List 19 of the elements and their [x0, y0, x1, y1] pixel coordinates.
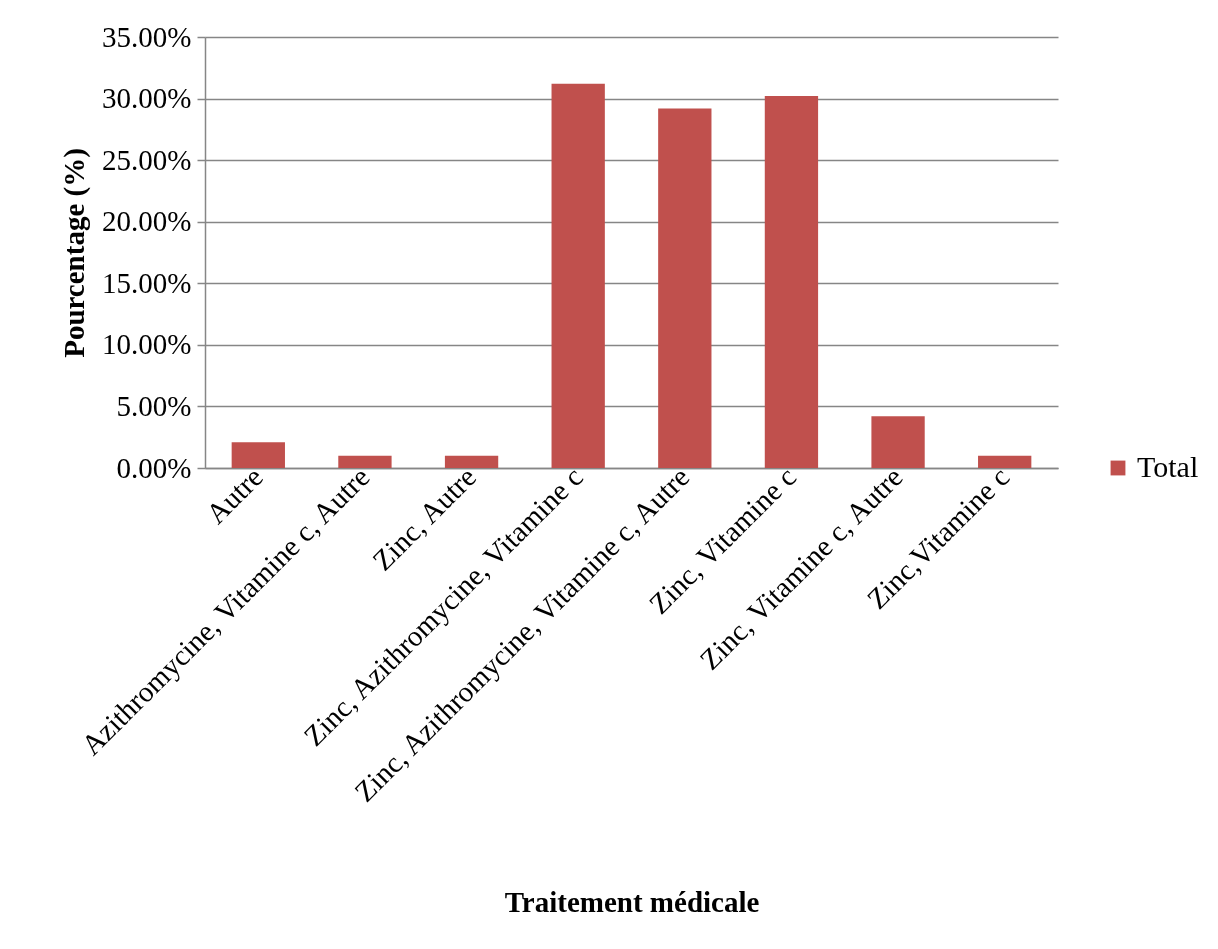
bar [551, 83, 605, 468]
y-tick-label: 15.00% [102, 266, 192, 299]
y-tick-label: 10.00% [102, 328, 192, 361]
bar [338, 455, 392, 468]
y-tick-label: 30.00% [102, 82, 192, 115]
bar [444, 455, 499, 468]
y-tick-label: 35.00% [102, 20, 192, 53]
bar [231, 442, 285, 468]
bar [764, 96, 819, 468]
legend-label: Total [1137, 450, 1199, 483]
bar [871, 416, 925, 468]
x-axis-title: Traitement médicale [504, 885, 760, 918]
y-tick-label: 5.00% [116, 389, 192, 422]
bar [978, 455, 1032, 468]
bar [658, 108, 712, 468]
y-axis-title: Pourcentage (%) [58, 148, 92, 358]
y-tick-label: 20.00% [102, 205, 192, 238]
y-tick-label: 25.00% [102, 143, 192, 176]
y-tick-label: 0.00% [116, 451, 192, 484]
